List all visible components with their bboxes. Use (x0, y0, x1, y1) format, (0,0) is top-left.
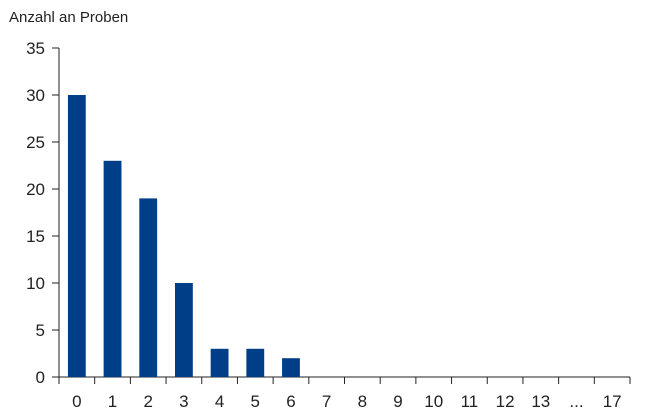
bar-4 (210, 348, 229, 377)
y-axis-label: Anzahl an Proben (9, 9, 129, 26)
x-tick-label: 10 (424, 392, 443, 411)
x-tick-label: 3 (179, 392, 188, 411)
x-tick-label: 1 (108, 392, 117, 411)
x-tick-label: 2 (143, 392, 152, 411)
bars (67, 95, 300, 377)
x-tick-label: 12 (496, 392, 515, 411)
y-tick-label: 0 (36, 368, 45, 387)
x-tick-label: 7 (322, 392, 331, 411)
x-tick-label: 13 (531, 392, 550, 411)
y-tick-label: 25 (26, 133, 45, 152)
x-tick-label: 17 (603, 392, 622, 411)
y-tick-label: 20 (26, 180, 45, 199)
x-tick-label: 11 (461, 392, 479, 411)
x-tick-label: 8 (358, 392, 367, 411)
bar-0 (67, 95, 86, 377)
x-tick-label: 6 (286, 392, 295, 411)
bar-6 (282, 358, 300, 377)
x-tick-label: 9 (393, 392, 402, 411)
bar-2 (139, 198, 158, 377)
x-axis: 0 1 2 3 4 5 6 7 8 9 10 11 12 13... 17 (58, 376, 631, 411)
bar-3 (174, 283, 193, 377)
y-tick-label: 35 (26, 39, 45, 58)
x-tick-label: 5 (251, 392, 260, 411)
bar-1 (103, 160, 122, 377)
y-tick-label: 10 (26, 274, 45, 293)
y-tick-label: 5 (36, 321, 45, 340)
x-tick-label: 0 (72, 392, 81, 411)
x-tick-label: 4 (215, 392, 224, 411)
y-axis: 0 5 10 15 20 25 30 35 (26, 39, 60, 387)
x-tick-label: ... (569, 392, 583, 411)
y-tick-label: 30 (26, 86, 45, 105)
bar-5 (246, 348, 265, 377)
y-tick-label: 15 (26, 227, 45, 246)
